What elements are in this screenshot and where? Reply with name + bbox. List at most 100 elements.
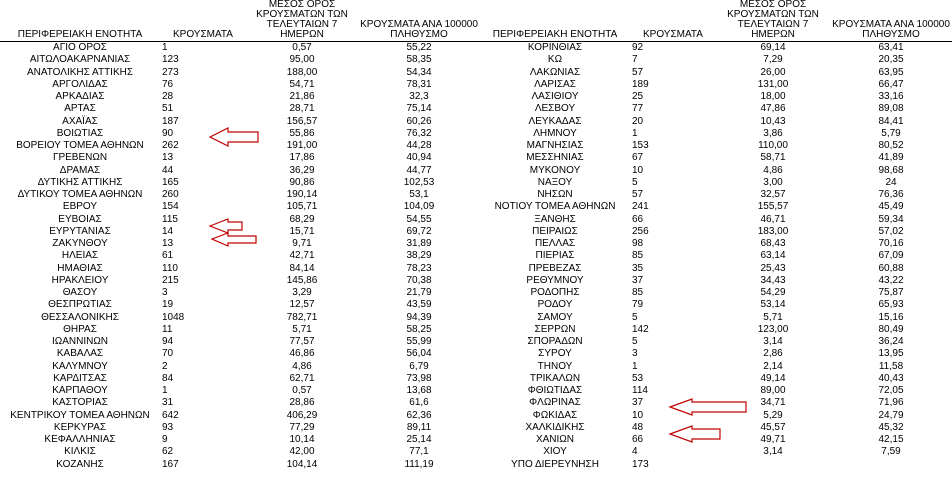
table-row: ΗΡΑΚΛΕΙΟΥ 215 145,86 70,38	[0, 275, 480, 287]
per100k-cell: 6,79	[409, 360, 429, 372]
table-row: ΝΗΣΩΝ 57 32,57 76,36	[480, 189, 952, 201]
cases-cell: 262	[162, 140, 179, 151]
region-cell: ΘΑΣΟΥ	[62, 287, 98, 298]
avg7-cell: 104,14	[286, 458, 318, 470]
table-row: ΝΑΞΟΥ 5 3,00 24	[480, 177, 952, 189]
per100k-cell: 73,98	[406, 372, 432, 384]
table-row: ΘΕΣΣΑΛΟΝΙΚΗΣ 1048 782,71 94,39	[0, 312, 480, 324]
region-cell: ΛΑΡΙΣΑΣ	[534, 78, 576, 90]
per100k-cell: 60,26	[406, 115, 432, 127]
avg7-cell: 77,29	[289, 421, 315, 433]
header-avg7: ΜΕΣΟΣ ΟΡΟΣ ΚΡΟΥΣΜΑΤΩΝ ΤΩΝ ΤΕΛΕΥΤΑΙΩΝ 7 Η…	[716, 0, 830, 42]
table-row: ΕΒΡΟΥ 154 105,71 104,09	[0, 201, 480, 213]
avg7-cell: 123,00	[757, 323, 789, 335]
cases-cell: 5	[632, 176, 638, 188]
avg7-cell: 77,57	[289, 336, 315, 347]
table-row: ΥΠΟ ΔΙΕΡΕΥΝΗΣΗ 173	[480, 459, 952, 471]
table-row: ΔΥΤΙΚΟΥ ΤΟΜΕΑ ΑΘΗΝΩΝ 260 190,14 53,1	[0, 189, 480, 201]
per100k-cell: 58,25	[406, 323, 432, 335]
per100k-cell: 111,19	[404, 458, 434, 470]
region-cell: ΝΑΞΟΥ	[537, 176, 573, 188]
region-cell: ΝΗΣΩΝ	[537, 189, 573, 200]
cases-cell: 62	[162, 446, 174, 458]
table-row: ΠΡΕΒΕΖΑΣ 35 25,43 60,88	[480, 263, 952, 275]
region-cell: ΧΑΝΙΩΝ	[535, 434, 575, 445]
region-cell: ΖΑΚΥΝΘΟΥ	[52, 238, 108, 249]
per100k-cell: 13,68	[406, 385, 432, 396]
table-row: ΔΥΤΙΚΗΣ ΑΤΤΙΚΗΣ 165 90,86 102,53	[0, 177, 480, 189]
region-cell: ΚΑΒΑΛΑΣ	[56, 348, 104, 360]
region-cell: ΣΕΡΡΩΝ	[534, 323, 576, 335]
cases-cell: 114	[632, 385, 648, 396]
region-cell: ΥΠΟ ΔΙΕΡΕΥΝΗΣΗ	[511, 458, 599, 470]
region-cell: ΜΑΓΝΗΣΙΑΣ	[526, 140, 584, 151]
per100k-cell: 60,88	[878, 262, 904, 274]
table-row: ΚΑΒΑΛΑΣ 70 46,86 56,04	[0, 348, 480, 360]
table-row: ΙΩΑΝΝΙΝΩΝ 94 77,57 55,99	[0, 336, 480, 348]
per100k-cell: 72,05	[878, 385, 904, 396]
cases-cell: 189	[632, 78, 649, 90]
cases-cell: 142	[632, 323, 649, 335]
avg7-cell: 42,71	[289, 250, 315, 262]
table-row: ΒΟΙΩΤΙΑΣ 90 55,86 76,32	[0, 128, 480, 140]
per100k-cell: 59,34	[878, 213, 904, 225]
cases-cell: 37	[632, 397, 644, 409]
table-row: ΞΑΝΘΗΣ 66 46,71 59,34	[480, 214, 952, 226]
cases-cell: 53	[632, 372, 644, 384]
per100k-cell: 104,09	[403, 201, 435, 213]
avg7-cell: 2,86	[763, 348, 783, 360]
avg7-cell: 3,14	[763, 336, 783, 347]
region-cell: ΡΟΔΟΥ	[537, 299, 573, 311]
per100k-cell: 94,39	[406, 311, 432, 323]
cases-cell: 241	[632, 201, 649, 213]
region-cell: ΑΡΚΑΔΙΑΣ	[55, 91, 105, 102]
table-row: ΜΑΓΝΗΣΙΑΣ 153 110,00 80,52	[480, 140, 952, 152]
per100k-cell: 75,14	[406, 103, 432, 115]
per100k-cell: 5,79	[881, 127, 901, 139]
per100k-cell	[830, 459, 952, 471]
table-row: ΚΑΣΤΟΡΙΑΣ 31 28,86 61,6	[0, 397, 480, 409]
cases-cell: 25	[632, 91, 644, 102]
avg7-cell: 105,71	[286, 201, 318, 213]
avg7-cell: 3,14	[763, 446, 783, 458]
region-cell: ΚΟΖΑΝΗΣ	[56, 458, 104, 470]
region-cell: ΗΜΑΘΙΑΣ	[57, 262, 103, 274]
cases-cell: 167	[162, 458, 179, 470]
table-row: ΚΙΛΚΙΣ 62 42,00 77,1	[0, 446, 480, 458]
region-cell: ΤΗΝΟΥ	[537, 360, 573, 372]
cases-cell: 14	[162, 225, 174, 237]
avg7-cell: 5,71	[763, 311, 783, 323]
per100k-cell: 40,43	[878, 372, 904, 384]
table-row: ΚΕΡΚΥΡΑΣ 93 77,29 89,11	[0, 422, 480, 434]
per100k-cell: 55,22	[406, 42, 432, 53]
per100k-cell: 80,52	[878, 140, 904, 151]
cases-cell: 153	[632, 140, 649, 151]
table-row: ΜΕΣΣΗΝΙΑΣ 67 58,71 41,89	[480, 152, 952, 164]
per100k-cell: 45,49	[878, 201, 904, 213]
avg7-cell: 63,14	[760, 250, 786, 262]
table-row: ΛΗΜΝΟΥ 1 3,86 5,79	[480, 128, 952, 140]
per100k-cell: 69,72	[406, 225, 432, 237]
avg7-cell: 10,43	[760, 115, 786, 127]
table-row: ΠΕΛΛΑΣ 98 68,43 70,16	[480, 238, 952, 250]
table-row: ΜΥΚΟΝΟΥ 10 4,86 98,68	[480, 165, 952, 177]
cases-cell: 187	[162, 115, 179, 127]
per100k-cell: 54,55	[406, 213, 432, 225]
cases-cell: 173	[632, 458, 649, 470]
avg7-cell: 34,43	[760, 274, 786, 286]
avg7-cell: 54,71	[289, 78, 315, 90]
right-table: ΠΕΡΙΦΕΡΕΙΑΚΗ ΕΝΟΤΗΤΑ ΚΡΟΥΣΜΑΤΑ ΜΕΣΟΣ ΟΡΟ…	[480, 0, 952, 471]
per100k-cell: 102,53	[403, 176, 435, 188]
table-row: ΦΛΩΡΙΝΑΣ 37 34,71 71,96	[480, 397, 952, 409]
table-row: ΚΩ 7 7,29 20,35	[480, 54, 952, 66]
region-cell: ΣΥΡΟΥ	[538, 348, 572, 360]
cases-cell: 1	[162, 385, 168, 396]
per100k-cell: 44,28	[406, 140, 432, 151]
avg7-cell: 21,86	[289, 91, 315, 102]
table-row: ΘΗΡΑΣ 11 5,71 58,25	[0, 324, 480, 336]
cases-cell: 98	[632, 238, 644, 249]
cases-cell: 273	[162, 66, 179, 78]
cases-cell: 5	[632, 311, 638, 323]
region-cell: ΘΕΣΣΑΛΟΝΙΚΗΣ	[41, 311, 119, 323]
avg7-cell: 55,86	[289, 127, 315, 139]
